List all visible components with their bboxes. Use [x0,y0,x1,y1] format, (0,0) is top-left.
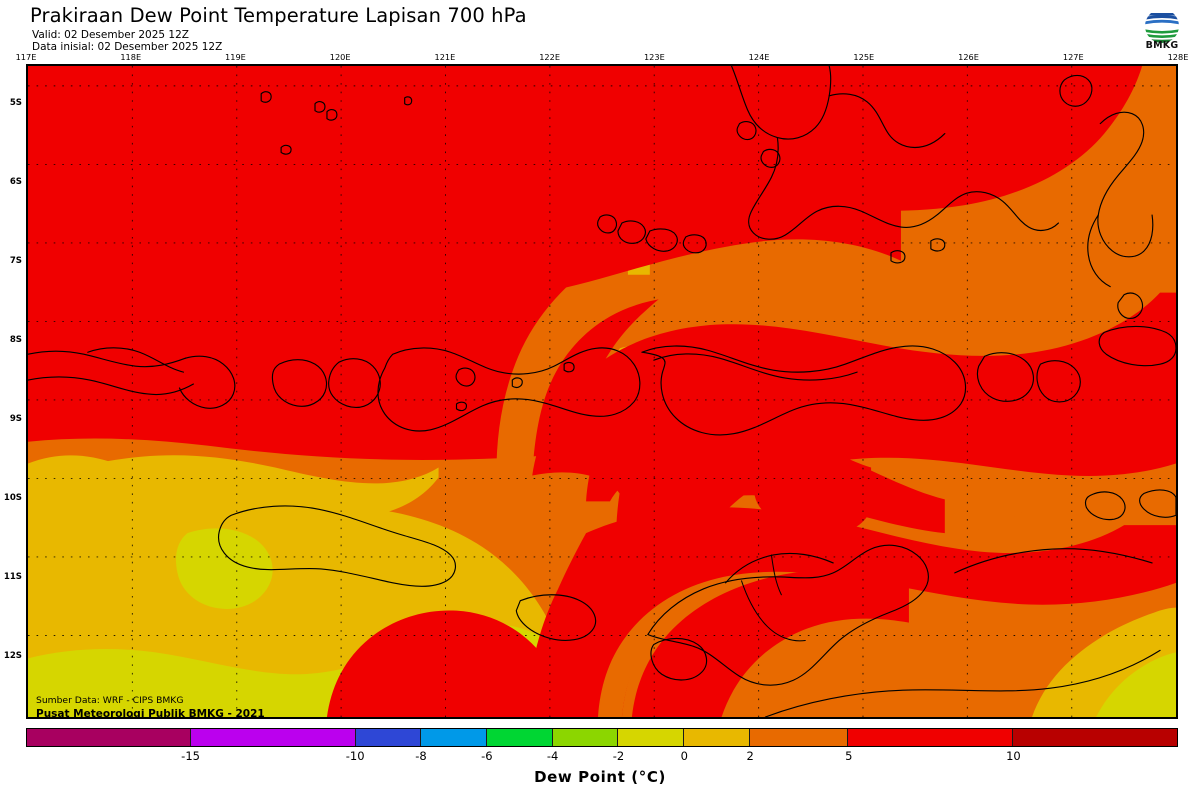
colorbar-tick-label: -8 [415,749,427,763]
longitude-tick-label: 127E [1062,52,1084,62]
latitude-tick-label: 7S [9,256,22,267]
colorbar-tick-label: -10 [345,749,365,763]
valid-time-label: Valid: 02 Desember 2025 12Z [32,29,189,41]
colorbar-segment[interactable] [27,729,192,746]
dew-point-field [28,66,1176,717]
latitude-tick-label: 12S [3,650,22,661]
colorbar-segment[interactable] [1012,729,1177,746]
colorbar-segment[interactable] [684,729,750,746]
map-canvas[interactable] [26,64,1178,719]
longitude-tick-label: 117E [15,52,37,62]
latitude-tick-label: 6S [9,177,22,188]
longitude-tick-label: 128E [1167,52,1189,62]
colorbar-title: Dew Point (°C) [534,768,666,786]
colorbar-segment[interactable] [421,729,487,746]
colorbar-segment[interactable] [848,729,1013,746]
initial-data-label: Data inisial: 02 Desember 2025 12Z [32,41,223,53]
latitude-tick-label: 5S [9,98,22,109]
colorbar-tick-label: -6 [481,749,493,763]
latitude-tick-label: 11S [3,571,22,582]
latitude-tick-label: 10S [3,493,22,504]
longitude-tick-label: 122E [539,52,561,62]
colorbar-segment[interactable] [355,729,422,746]
longitude-tick-label: 125E [853,52,875,62]
publisher-label: Pusat Meteorologi Publik BMKG - 2021 [36,708,265,720]
longitude-tick-label: 118E [120,52,142,62]
colorbar-tick-label: 5 [845,749,853,763]
colorbar-segment[interactable] [749,729,849,746]
colorbar-tick-label: -15 [181,749,200,763]
data-source-label: Sumber Data: WRF - CIPS BMKG [36,695,184,706]
longitude-tick-label: 120E [329,52,351,62]
colorbar-segment[interactable] [618,729,685,746]
colorbar-tick-label: 10 [1006,749,1021,763]
latitude-tick-label: 8S [9,335,22,346]
colorbar-tick-label: 0 [680,749,688,763]
colorbar-segment[interactable] [486,729,553,746]
colorbar-segment[interactable] [191,729,356,746]
longitude-tick-label: 123E [643,52,665,62]
page-title: Prakiraan Dew Point Temperature Lapisan … [30,4,527,27]
colorbar[interactable] [26,728,1178,747]
colorbar-tick-label: -2 [612,749,625,763]
colorbar-tick-label: -4 [546,749,559,763]
colorbar-segment[interactable] [552,729,619,746]
latitude-tick-label: 9S [9,414,22,425]
longitude-tick-label: 126E [958,52,979,62]
bmkg-logo-icon [1136,4,1188,56]
colorbar-tick-label: 2 [746,749,754,763]
longitude-tick-label: 124E [748,52,770,62]
longitude-tick-label: 119E [225,52,246,62]
bmkg-logo-label: BMKG [1145,40,1179,51]
longitude-tick-label: 121E [434,52,456,62]
